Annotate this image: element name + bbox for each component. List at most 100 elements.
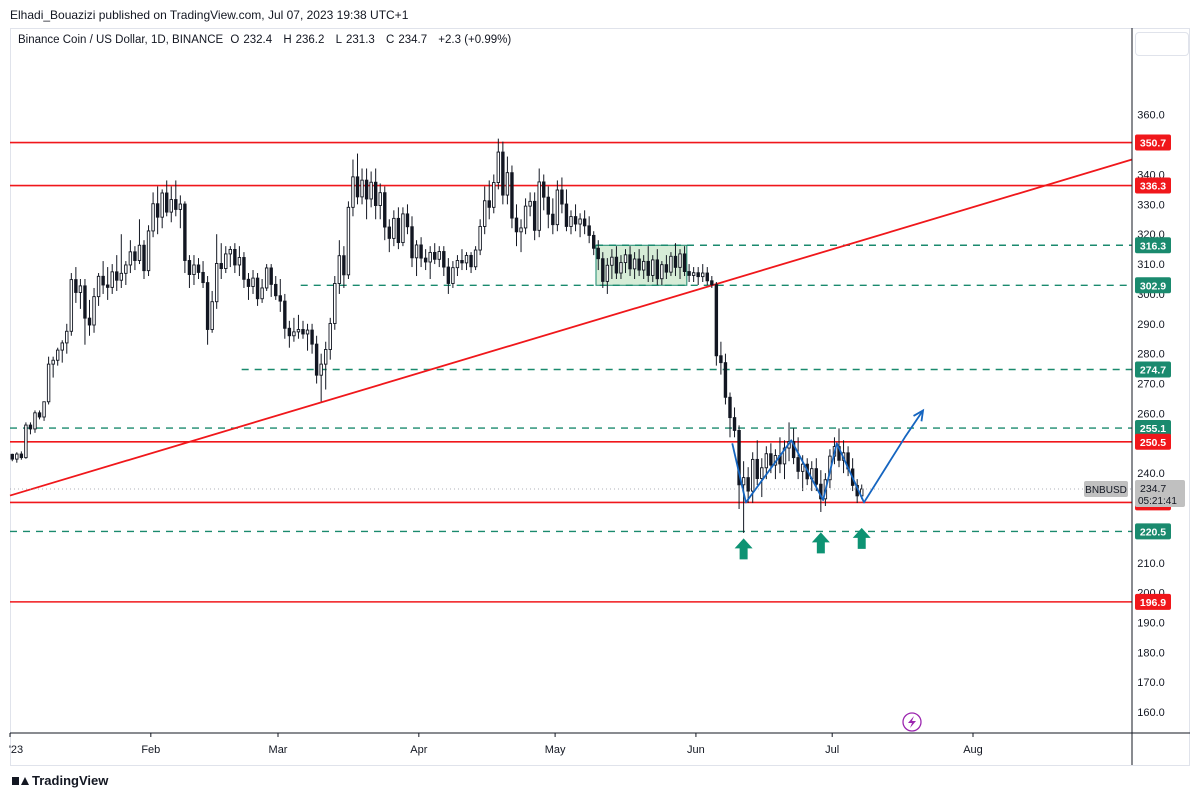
candle-body: [328, 323, 332, 350]
candle-body: [596, 247, 600, 260]
price-tick-label: 290.0: [1137, 319, 1165, 331]
candle-body: [505, 172, 510, 196]
candle-body: [664, 264, 669, 273]
candle-body: [800, 463, 805, 472]
candle-body: [87, 317, 92, 326]
candle-body: [283, 300, 287, 329]
chart-toolbar-box[interactable]: [1135, 32, 1189, 56]
candle-body: [451, 267, 455, 284]
level-badge-274.7: [1135, 361, 1171, 378]
candle-body: [324, 349, 328, 365]
candle-body: [619, 262, 623, 274]
candle-body: [464, 254, 469, 264]
candle-body: [405, 213, 410, 228]
candle-body: [228, 248, 233, 255]
candle-body: [528, 200, 532, 207]
candle-body: [187, 260, 192, 275]
projection-path: [731, 409, 924, 504]
candle-body: [105, 284, 110, 288]
candle-body: [569, 216, 573, 227]
candle-body: [51, 359, 55, 365]
badges-layer: 350.7336.3316.3302.9274.7255.1250.5230.2…: [10, 134, 1185, 610]
candle-body: [151, 203, 155, 232]
candle-body: [65, 330, 69, 344]
candle-body: [160, 192, 164, 218]
chart-frame[interactable]: [10, 28, 1190, 766]
tradingview-logo-text: TradingView: [32, 773, 109, 789]
candle-body: [755, 458, 759, 479]
candle-body: [210, 301, 214, 330]
candle-body: [764, 453, 769, 469]
price-tick-label: 170.0: [1137, 677, 1165, 689]
candle-body: [396, 217, 401, 244]
level-badge-336.3: [1135, 177, 1171, 194]
candle-body: [428, 251, 432, 263]
candle-body: [110, 271, 114, 288]
candle-body: [351, 176, 355, 208]
tradingview-logo-icon: [12, 776, 29, 786]
candle-body: [641, 260, 646, 271]
candle-body: [201, 271, 205, 284]
candle-body: [174, 199, 178, 210]
candle-body: [601, 258, 605, 282]
last-price-text: 234.7: [1140, 483, 1166, 495]
projection-layer: [731, 408, 925, 504]
candle-body: [519, 227, 523, 233]
candle-body: [314, 343, 319, 376]
candle-body: [37, 412, 42, 418]
level-badge-text-274.7: 274.7: [1140, 365, 1166, 377]
candle-body: [137, 244, 142, 261]
candle-body: [369, 181, 373, 200]
candle-body: [278, 295, 282, 302]
consolidation-zone: [595, 244, 688, 286]
candle-body: [183, 203, 187, 261]
level-badge-350.7: [1135, 134, 1171, 151]
symbol-badge: [1084, 480, 1128, 497]
price-tick-label: 190.0: [1137, 617, 1165, 629]
candle-body: [146, 230, 151, 272]
candle-body: [614, 256, 619, 274]
candle-body: [573, 216, 578, 225]
candle-body: [224, 253, 228, 270]
candle-body: [746, 477, 750, 492]
candle-body: [682, 253, 687, 272]
candle-body: [165, 192, 169, 213]
candle-body: [478, 225, 482, 251]
level-badge-text-302.9: 302.9: [1140, 280, 1166, 292]
candle-body: [242, 257, 246, 280]
candle-body: [587, 225, 591, 236]
candle-body: [28, 424, 33, 430]
price-tick-label: 360.0: [1137, 110, 1165, 122]
candle-body: [437, 251, 441, 260]
candle-body: [646, 260, 650, 276]
candle-body: [655, 259, 660, 280]
trendline-layer: [9, 158, 1133, 497]
candle-body: [605, 264, 610, 282]
candle-body: [523, 205, 528, 229]
candle-body: [732, 417, 737, 431]
candle-body: [119, 272, 123, 281]
time-tick-label: Jul: [825, 744, 839, 756]
candle-body: [319, 363, 323, 376]
candle-body: [19, 453, 24, 459]
candle-body: [392, 217, 396, 239]
candle-body: [687, 271, 691, 276]
candle-body: [578, 218, 582, 225]
candle-body: [473, 249, 478, 268]
candle-body: [15, 453, 19, 460]
candle-body: [560, 189, 564, 205]
candle-body: [237, 257, 242, 266]
candle-body: [342, 255, 346, 276]
candle-body: [42, 401, 46, 418]
tradingview-logo[interactable]: TradingView: [12, 772, 108, 788]
candle-body: [741, 477, 746, 486]
candle-body: [205, 282, 210, 330]
candle-body: [678, 253, 682, 268]
candle-body: [555, 189, 560, 226]
level-badge-text-336.3: 336.3: [1140, 181, 1166, 193]
time-tick-label: Aug: [963, 744, 983, 756]
level-badge-text-220.5: 220.5: [1140, 526, 1166, 538]
candle-body: [178, 203, 183, 210]
level-badge-text-196.9: 196.9: [1140, 597, 1166, 609]
